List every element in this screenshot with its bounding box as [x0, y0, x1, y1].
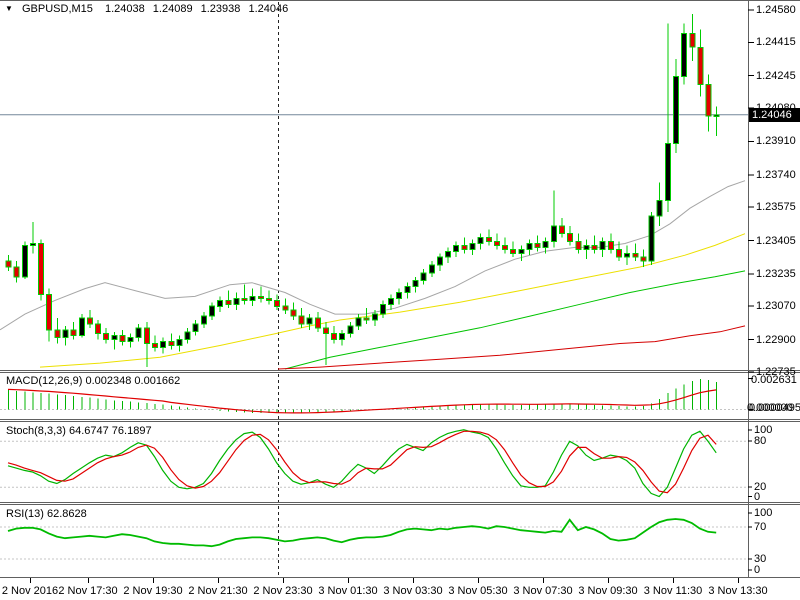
candle-bear: [241, 297, 248, 301]
candle-bull: [339, 333, 346, 341]
candle-bear: [607, 241, 614, 250]
candle-bear: [103, 333, 110, 341]
candle-bull: [599, 241, 606, 250]
candle-bear: [697, 46, 704, 86]
candle-bear: [95, 323, 101, 335]
candle-bear: [510, 248, 517, 254]
candle-bear: [689, 33, 696, 48]
candle-bull: [477, 237, 484, 245]
macd-signal-line: [7, 388, 717, 414]
candle-bear: [168, 341, 175, 347]
candle-bull: [371, 313, 378, 321]
candle-bull: [379, 303, 386, 315]
candle-bull: [412, 280, 419, 288]
candle-bull: [713, 114, 720, 117]
candle-bear: [502, 244, 508, 250]
candle-bear: [640, 256, 647, 262]
candle-bear: [461, 244, 468, 250]
candle-bear: [282, 305, 289, 311]
candle-bull: [192, 323, 199, 333]
stoch-main-line: [7, 429, 717, 498]
candle-bull: [428, 264, 435, 274]
candle-bull: [127, 337, 134, 343]
candle-bull: [160, 341, 167, 349]
candle-bull: [673, 76, 679, 144]
rsi-line: [7, 518, 717, 548]
candle-bear: [5, 260, 12, 268]
candle-bull: [176, 339, 183, 347]
candle-bear: [46, 294, 53, 331]
candle-bull: [453, 244, 460, 252]
candle-bear: [119, 335, 126, 343]
ma-gray-line: [0, 180, 746, 331]
candle-bull: [445, 250, 452, 258]
candle-bear: [86, 317, 93, 325]
candle-bull: [469, 243, 476, 250]
ma-green-line: [284, 270, 746, 370]
candle-bear: [38, 243, 45, 295]
candle-bull: [62, 329, 69, 339]
candle-bull: [111, 335, 118, 341]
candle-bear: [314, 317, 321, 329]
candle-bull: [306, 317, 313, 325]
candle-bull: [542, 241, 549, 248]
candle-bear: [363, 317, 370, 321]
candle-bull: [184, 331, 191, 341]
candle-bull: [355, 317, 362, 327]
candle-bull: [518, 248, 525, 254]
candle-bull: [583, 244, 590, 250]
candle-bear: [152, 343, 158, 348]
candle-bull: [648, 215, 655, 262]
candle-bear: [257, 295, 264, 299]
candle-bear: [331, 333, 338, 341]
candle-bull: [656, 199, 663, 217]
candle-bear: [485, 237, 492, 243]
candle-bull: [347, 325, 354, 335]
candle-bear: [298, 315, 305, 325]
candle-bear: [70, 329, 77, 337]
candle-bear: [323, 327, 329, 335]
candle-bear: [13, 266, 20, 278]
candle-bull: [209, 305, 215, 317]
candle-bear: [575, 241, 582, 250]
candle-bull: [249, 295, 256, 301]
candle-bear: [493, 241, 500, 246]
candle-bull: [420, 272, 427, 282]
candle-bear: [616, 248, 622, 258]
candle-bull: [396, 292, 403, 299]
ma-yellow-line: [39, 233, 746, 368]
candle-bear: [559, 225, 565, 235]
candle-bear: [54, 329, 61, 339]
candle-bull: [78, 317, 85, 337]
candle-bull: [135, 327, 142, 339]
candle-bear: [534, 243, 541, 248]
candle-bull: [29, 243, 36, 246]
candle-bull: [233, 297, 240, 305]
candle-bull: [388, 297, 395, 305]
candle-bear: [290, 309, 297, 317]
candle-bull: [217, 299, 224, 307]
ma-red-line: [277, 325, 746, 370]
stoch-signal-line: [7, 430, 717, 494]
candle-bear: [705, 84, 712, 117]
candle-bull: [681, 33, 688, 78]
candle-bear: [591, 244, 598, 250]
candle-bull: [664, 142, 671, 201]
candle-bull: [404, 286, 411, 294]
candle-bear: [567, 233, 574, 242]
candle-bull: [624, 252, 631, 258]
candle-bear: [266, 297, 272, 301]
candle-bull: [526, 243, 533, 250]
candle-bull: [200, 315, 207, 325]
candle-bear: [274, 299, 281, 307]
candle-bull: [550, 225, 557, 243]
candle-bull: [436, 256, 443, 266]
candle-bear: [143, 327, 150, 344]
candle-bear: [225, 299, 232, 305]
candle-bull: [21, 244, 28, 278]
candle-bear: [632, 252, 639, 258]
